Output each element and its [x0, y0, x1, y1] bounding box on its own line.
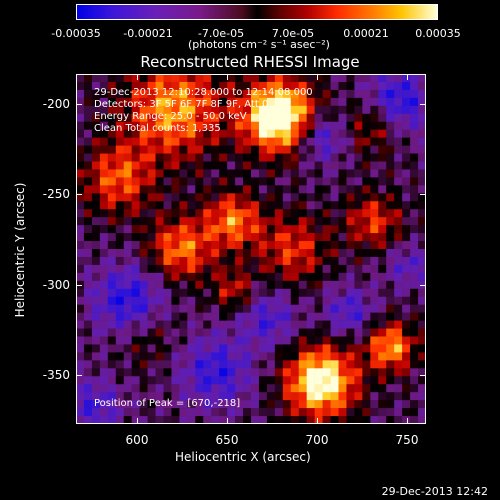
colorbar-units: (photons cm⁻² s⁻¹ asec⁻²) — [188, 38, 330, 51]
time-range-label: 29-Dec-2013 12:10:28.000 to 12:14:08.000 — [94, 87, 313, 98]
y-axis-label: Heliocentric Y (arcsec) — [13, 182, 27, 318]
x-tick-mark — [407, 418, 408, 424]
plot-timestamp: 29-Dec-2013 12:42 — [381, 485, 488, 498]
image-title: Reconstructed RHESSI Image — [140, 53, 360, 71]
y-tick-label: -200 — [42, 97, 70, 111]
colorbar-tick: 0.00035 — [415, 27, 461, 40]
x-tick-label: 700 — [305, 433, 329, 447]
colorbar-tick: -0.00021 — [123, 27, 173, 40]
x-tick-mark — [317, 74, 318, 80]
colorbar — [76, 4, 438, 20]
y-tick-mark — [76, 104, 82, 105]
peak-position-label: Position of Peak = [670,-218] — [94, 398, 241, 409]
y-tick-mark — [420, 285, 426, 286]
colorbar-tick: -0.00035 — [51, 27, 101, 40]
x-tick-mark — [317, 418, 318, 424]
x-tick-label: 750 — [395, 433, 419, 447]
y-tick-mark — [76, 285, 82, 286]
y-tick-mark — [76, 375, 82, 376]
x-tick-mark — [137, 74, 138, 80]
y-tick-mark — [420, 194, 426, 195]
y-tick-mark — [76, 194, 82, 195]
x-tick-label: 650 — [215, 433, 239, 447]
x-tick-mark — [227, 74, 228, 80]
colorbar-tick: 7.0e-05 — [271, 27, 315, 40]
detectors-label: Detectors: 3F 5F 6F 7F 8F 9F, Att 0 — [94, 99, 269, 110]
x-tick-mark — [227, 418, 228, 424]
y-tick-mark — [420, 104, 426, 105]
y-tick-label: -250 — [42, 187, 70, 201]
colorbar-tick: 0.00021 — [343, 27, 389, 40]
y-tick-label: -350 — [42, 368, 70, 382]
x-tick-label: 600 — [125, 433, 149, 447]
clean-counts-label: Clean Total counts: 1,335 — [94, 123, 221, 134]
x-tick-mark — [407, 74, 408, 80]
x-tick-mark — [137, 418, 138, 424]
y-tick-label: -300 — [42, 278, 70, 292]
colorbar-tick: -7.0e-05 — [197, 27, 245, 40]
x-axis-label: Heliocentric X (arcsec) — [175, 450, 311, 464]
rhessi-image — [76, 74, 426, 424]
energy-range-label: Energy Range: 25.0 - 50.0 keV — [94, 111, 247, 122]
y-tick-mark — [420, 375, 426, 376]
